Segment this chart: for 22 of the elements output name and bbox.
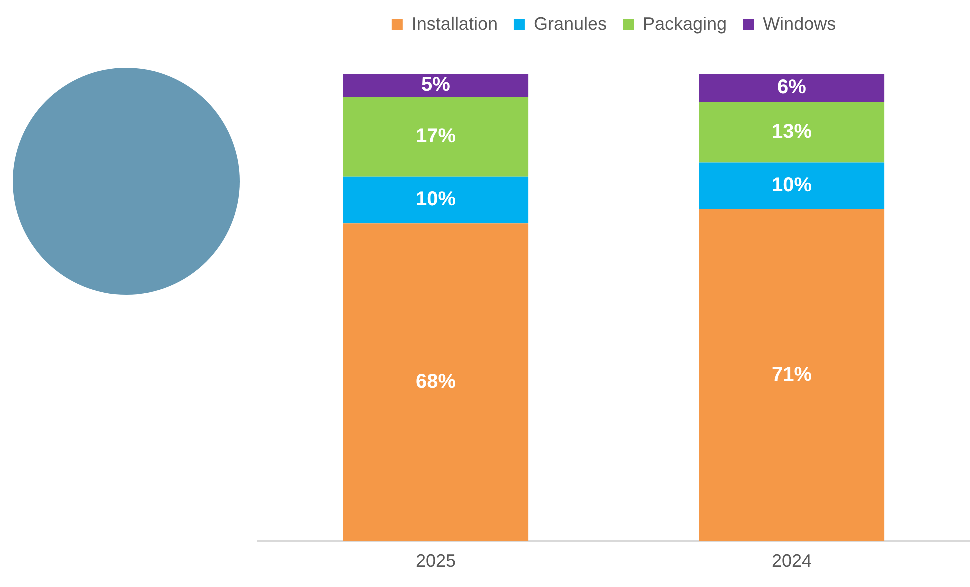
x-tick-label: 2024	[772, 551, 812, 572]
bar	[343, 224, 529, 542]
data-label: 68%	[416, 371, 456, 393]
data-label: 71%	[772, 364, 812, 386]
legend-label: Granules	[534, 14, 608, 34]
data-label: 6%	[778, 76, 807, 99]
bar	[699, 74, 885, 102]
data-label: 10%	[416, 188, 456, 211]
bar	[343, 74, 529, 98]
legend-label: Packaging	[643, 14, 728, 34]
data-label: 17%	[416, 126, 456, 148]
bar	[699, 162, 885, 210]
legend-label: Windows	[763, 14, 836, 34]
bar	[343, 97, 529, 177]
bar	[343, 176, 529, 224]
data-label: 5%	[422, 74, 451, 96]
data-label: 10%	[772, 174, 812, 197]
bar	[699, 102, 885, 163]
legend-label: Installation	[412, 14, 498, 34]
bar	[699, 210, 885, 542]
data-label: 13%	[772, 120, 812, 143]
x-tick-label: 2025	[416, 551, 456, 572]
